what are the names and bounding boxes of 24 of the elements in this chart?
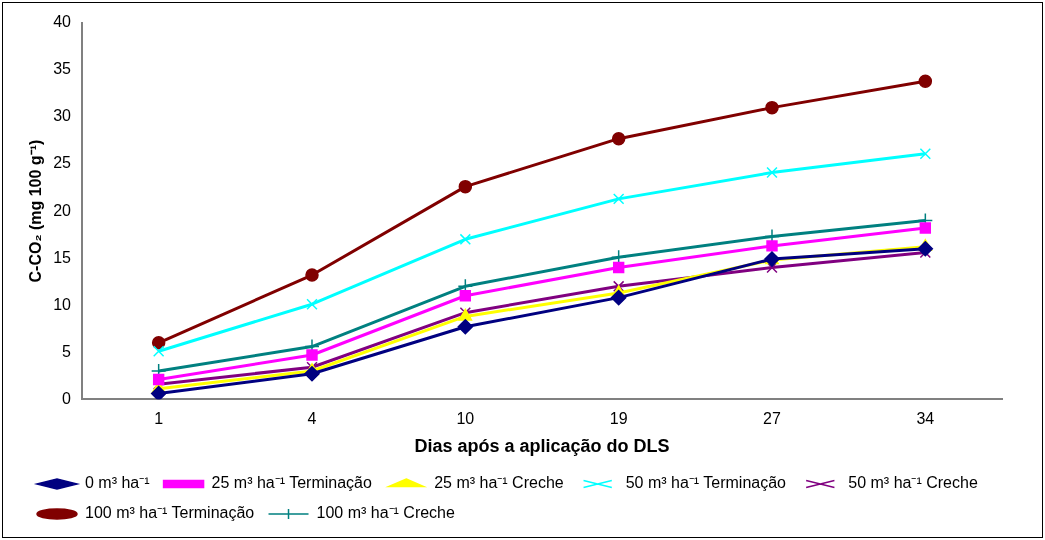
legend-label: 50 m³ ha⁻¹ Terminação <box>625 474 787 492</box>
legend-label: 100 m³ ha⁻¹ Terminação <box>85 504 255 522</box>
x-axis-title: Dias após a aplicação do DLS <box>414 436 670 457</box>
y-tick-label: 20 <box>53 201 72 219</box>
y-tick-label: 0 <box>62 389 72 407</box>
x-tick-label: 1 <box>154 410 164 428</box>
y-tick-label: 30 <box>53 107 72 125</box>
y-tick-label: 40 <box>53 13 72 31</box>
y-tick-label: 25 <box>53 154 72 172</box>
legend-label: 100 m³ ha⁻¹ Creche <box>316 504 456 522</box>
legend-label: 50 m³ ha⁻¹ Creche <box>848 474 978 492</box>
legend-label: 25 m³ ha⁻¹ Creche <box>434 474 564 492</box>
y-tick-label: 35 <box>53 60 72 78</box>
x-tick-label: 10 <box>456 410 475 428</box>
legend-label: 0 m³ ha⁻¹ <box>85 474 150 492</box>
x-tick-label: 34 <box>916 410 935 428</box>
legend-label: 25 m³ ha⁻¹ Terminação <box>211 474 372 492</box>
y-tick-label: 5 <box>62 342 72 360</box>
x-tick-label: 27 <box>763 410 781 428</box>
x-tick-label: 4 <box>307 410 317 428</box>
y-tick-label: 10 <box>53 295 72 313</box>
x-tick-label: 19 <box>609 410 628 428</box>
y-tick-label: 15 <box>53 248 72 266</box>
y-axis-title: C-CO₂ (mg 100 g⁻¹) <box>27 139 45 283</box>
